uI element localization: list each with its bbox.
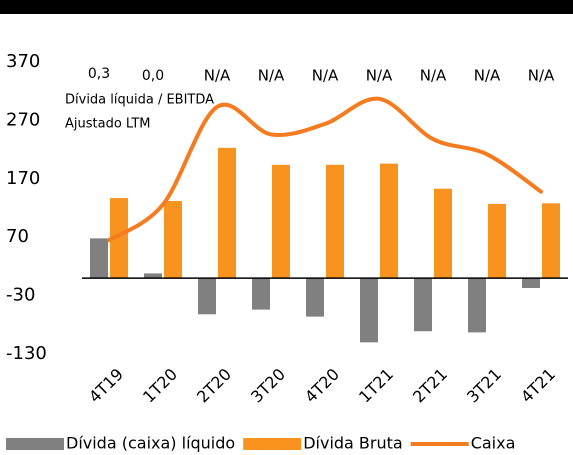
x-tick-label: 3T21 bbox=[463, 365, 505, 407]
ratio-label: N/A bbox=[204, 67, 231, 85]
annotation: Dívida líquida / EBITDA bbox=[65, 93, 214, 108]
bar bbox=[90, 238, 108, 279]
line bbox=[107, 96, 543, 243]
ratio-label: N/A bbox=[312, 67, 339, 85]
bar bbox=[542, 203, 560, 279]
x-tick-label: 3T20 bbox=[247, 365, 289, 407]
ratio-label: N/A bbox=[420, 67, 447, 85]
legend-label: Caixa bbox=[471, 434, 516, 453]
bar bbox=[252, 278, 270, 310]
bar bbox=[468, 278, 486, 333]
bar bbox=[306, 278, 324, 317]
legend-label: Dívida (caixa) líquido bbox=[66, 434, 235, 453]
x-tick-label: 1T21 bbox=[355, 365, 397, 407]
legend-swatch bbox=[6, 438, 64, 450]
y-tick-label: 370 bbox=[6, 51, 40, 72]
legend-label: Dívida Bruta bbox=[303, 434, 403, 453]
annotation: Ajustado LTM bbox=[65, 117, 151, 132]
x-tick-label: 4T20 bbox=[301, 365, 343, 407]
bar bbox=[198, 278, 216, 315]
y-tick-label: 270 bbox=[6, 109, 40, 130]
ratio-label: 0,0 bbox=[142, 68, 164, 84]
y-tick-label: 70 bbox=[6, 226, 29, 247]
x-tick-label: 1T20 bbox=[139, 365, 181, 407]
bar bbox=[434, 188, 452, 279]
bar bbox=[326, 164, 344, 279]
bar bbox=[272, 164, 290, 279]
bar bbox=[360, 278, 378, 343]
x-tick-label: 2T21 bbox=[409, 365, 451, 407]
x-tick-label: 4T21 bbox=[517, 365, 559, 407]
ratio-label: N/A bbox=[474, 67, 501, 85]
ratio-label: N/A bbox=[258, 67, 285, 85]
ratio-label: 0,3 bbox=[88, 66, 110, 82]
bar bbox=[488, 203, 506, 279]
bar bbox=[144, 273, 162, 279]
bar bbox=[380, 163, 398, 279]
x-tick-label: 2T20 bbox=[193, 365, 235, 407]
ratio-label: N/A bbox=[366, 67, 393, 85]
y-tick-label: -30 bbox=[6, 285, 35, 306]
legend-swatch bbox=[243, 438, 302, 450]
y-tick-label: 170 bbox=[6, 168, 40, 189]
bar bbox=[218, 147, 236, 279]
top-band bbox=[0, 0, 573, 14]
bar bbox=[414, 278, 432, 332]
bar bbox=[110, 198, 128, 279]
ratio-label: N/A bbox=[528, 67, 555, 85]
x-tick-label: 4T19 bbox=[85, 365, 127, 407]
y-tick-label: -130 bbox=[6, 343, 47, 364]
bar bbox=[522, 278, 540, 289]
bar bbox=[164, 200, 182, 279]
